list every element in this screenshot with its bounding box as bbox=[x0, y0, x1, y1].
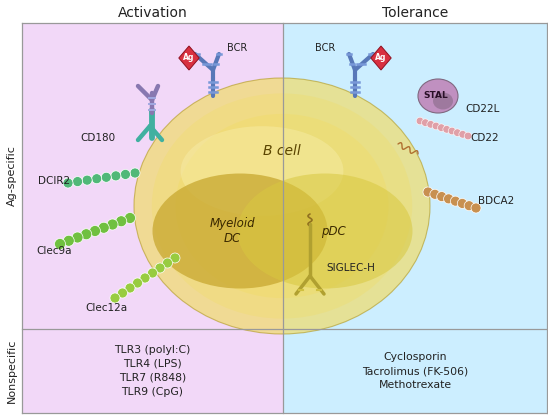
Text: BCR: BCR bbox=[227, 43, 247, 53]
Circle shape bbox=[163, 258, 173, 268]
Circle shape bbox=[98, 222, 109, 233]
Circle shape bbox=[92, 174, 102, 184]
Text: BCR: BCR bbox=[315, 43, 335, 53]
Circle shape bbox=[443, 126, 450, 133]
Circle shape bbox=[454, 129, 461, 136]
Text: SIGLEC-H: SIGLEC-H bbox=[326, 263, 375, 273]
Circle shape bbox=[459, 131, 466, 138]
Bar bbox=[283, 23, 547, 329]
Circle shape bbox=[133, 278, 142, 288]
Circle shape bbox=[430, 189, 440, 199]
Circle shape bbox=[125, 283, 135, 293]
Text: CD22: CD22 bbox=[470, 133, 499, 143]
Circle shape bbox=[147, 268, 157, 278]
Text: Ag: Ag bbox=[184, 54, 195, 62]
Circle shape bbox=[72, 232, 83, 243]
Ellipse shape bbox=[181, 126, 344, 216]
Text: Activation: Activation bbox=[118, 6, 187, 20]
Bar bbox=[283, 329, 547, 413]
Text: BDCA2: BDCA2 bbox=[478, 196, 514, 206]
Text: CD180: CD180 bbox=[80, 133, 115, 143]
Circle shape bbox=[448, 127, 456, 135]
Circle shape bbox=[101, 172, 111, 182]
Circle shape bbox=[437, 192, 447, 202]
Bar bbox=[22, 23, 283, 329]
Ellipse shape bbox=[134, 78, 430, 334]
Text: Clec12a: Clec12a bbox=[85, 303, 127, 313]
Circle shape bbox=[110, 293, 120, 303]
Text: Myeloid
DC: Myeloid DC bbox=[209, 217, 255, 245]
Circle shape bbox=[82, 175, 92, 185]
Text: Nonspecific: Nonspecific bbox=[7, 339, 17, 403]
Ellipse shape bbox=[237, 173, 413, 289]
Circle shape bbox=[443, 194, 454, 204]
Text: TLR3 (polyl:C)
TLR4 (LPS)
TLR7 (R848)
TLR9 (CpG): TLR3 (polyl:C) TLR4 (LPS) TLR7 (R848) TL… bbox=[115, 345, 191, 397]
Circle shape bbox=[130, 168, 140, 178]
Polygon shape bbox=[179, 46, 199, 70]
Circle shape bbox=[54, 238, 66, 250]
Circle shape bbox=[63, 235, 74, 246]
Circle shape bbox=[140, 273, 150, 283]
Text: pDC: pDC bbox=[321, 225, 345, 238]
Circle shape bbox=[432, 122, 440, 130]
Circle shape bbox=[121, 169, 130, 179]
Text: STAL: STAL bbox=[424, 92, 448, 101]
Text: Clec9a: Clec9a bbox=[36, 246, 71, 256]
Circle shape bbox=[81, 229, 92, 240]
Ellipse shape bbox=[152, 173, 328, 289]
Circle shape bbox=[427, 121, 435, 128]
Circle shape bbox=[89, 225, 100, 237]
Circle shape bbox=[464, 201, 474, 211]
Circle shape bbox=[107, 219, 118, 230]
Circle shape bbox=[170, 253, 180, 263]
Circle shape bbox=[416, 117, 424, 125]
Polygon shape bbox=[371, 46, 391, 70]
Circle shape bbox=[155, 263, 165, 273]
Circle shape bbox=[464, 132, 472, 140]
Ellipse shape bbox=[418, 79, 458, 113]
Ellipse shape bbox=[175, 114, 389, 298]
Bar bbox=[22, 329, 283, 413]
Circle shape bbox=[423, 187, 433, 197]
Circle shape bbox=[111, 171, 121, 181]
Text: B cell: B cell bbox=[263, 144, 301, 158]
Circle shape bbox=[450, 196, 460, 206]
Circle shape bbox=[437, 124, 445, 131]
Circle shape bbox=[124, 213, 135, 223]
Text: Tolerance: Tolerance bbox=[382, 6, 448, 20]
Circle shape bbox=[457, 198, 467, 208]
Text: Ag-specific: Ag-specific bbox=[7, 146, 17, 206]
Text: DCIR2: DCIR2 bbox=[38, 176, 70, 186]
Circle shape bbox=[117, 288, 128, 298]
Ellipse shape bbox=[152, 93, 412, 319]
Circle shape bbox=[63, 178, 73, 188]
Text: Cyclosporin
Tacrolimus (FK-506)
Methotrexate: Cyclosporin Tacrolimus (FK-506) Methotre… bbox=[362, 352, 468, 390]
Circle shape bbox=[471, 203, 481, 213]
Ellipse shape bbox=[433, 92, 453, 109]
Circle shape bbox=[72, 176, 83, 186]
Text: Ag: Ag bbox=[375, 54, 387, 62]
Circle shape bbox=[421, 119, 429, 126]
Text: CD22L: CD22L bbox=[465, 104, 499, 114]
Circle shape bbox=[116, 216, 127, 227]
Ellipse shape bbox=[134, 78, 430, 334]
